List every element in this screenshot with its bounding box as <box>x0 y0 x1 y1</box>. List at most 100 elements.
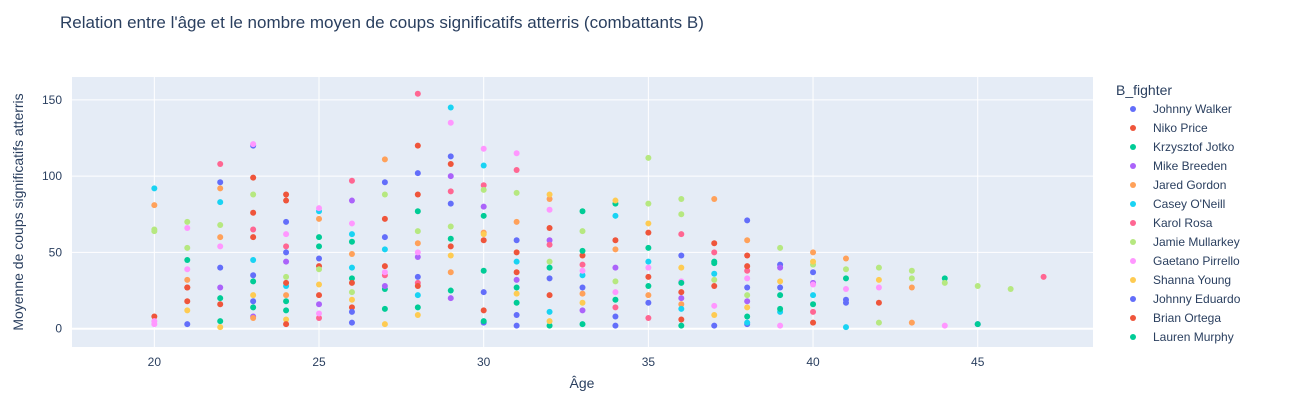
data-point[interactable] <box>546 206 553 213</box>
data-point[interactable] <box>480 231 487 238</box>
data-point[interactable] <box>250 209 257 216</box>
legend-item[interactable]: Mike Breeden <box>1130 159 1227 173</box>
data-point[interactable] <box>645 200 652 207</box>
data-point[interactable] <box>579 261 586 268</box>
data-point[interactable] <box>480 212 487 219</box>
data-point[interactable] <box>513 276 520 283</box>
data-point[interactable] <box>250 191 257 198</box>
data-point[interactable] <box>151 313 158 320</box>
data-point[interactable] <box>777 244 784 251</box>
data-point[interactable] <box>316 215 323 222</box>
data-point[interactable] <box>316 315 323 322</box>
data-point[interactable] <box>777 305 784 312</box>
data-point[interactable] <box>184 225 191 232</box>
data-point[interactable] <box>316 301 323 308</box>
data-point[interactable] <box>513 290 520 297</box>
data-point[interactable] <box>744 298 751 305</box>
data-point[interactable] <box>546 241 553 248</box>
legend[interactable]: Johnny Walker Niko Price Krzysztof Jotko Mi… <box>1130 102 1241 344</box>
data-point[interactable] <box>283 298 290 305</box>
data-point[interactable] <box>447 153 454 160</box>
data-point[interactable] <box>678 289 685 296</box>
data-point[interactable] <box>250 226 257 233</box>
data-point[interactable] <box>645 244 652 251</box>
data-point[interactable] <box>250 278 257 285</box>
data-point[interactable] <box>348 279 355 286</box>
data-point[interactable] <box>546 322 553 329</box>
data-point[interactable] <box>414 170 421 177</box>
data-point[interactable] <box>184 284 191 291</box>
legend-item[interactable]: Niko Price <box>1130 121 1208 135</box>
data-point[interactable] <box>414 273 421 280</box>
data-point[interactable] <box>908 319 915 326</box>
data-point[interactable] <box>184 244 191 251</box>
data-point[interactable] <box>612 197 619 204</box>
data-point[interactable] <box>645 299 652 306</box>
data-point[interactable] <box>1040 273 1047 280</box>
data-point[interactable] <box>250 141 257 148</box>
data-point[interactable] <box>316 310 323 317</box>
data-point[interactable] <box>447 173 454 180</box>
data-point[interactable] <box>1007 286 1014 293</box>
data-point[interactable] <box>283 249 290 256</box>
data-point[interactable] <box>184 307 191 314</box>
data-point[interactable] <box>711 276 718 283</box>
data-point[interactable] <box>777 284 784 291</box>
data-point[interactable] <box>348 177 355 184</box>
data-point[interactable] <box>513 284 520 291</box>
data-point[interactable] <box>842 275 849 282</box>
data-point[interactable] <box>744 313 751 320</box>
data-point[interactable] <box>381 263 388 270</box>
data-point[interactable] <box>283 243 290 250</box>
data-point[interactable] <box>348 264 355 271</box>
data-point[interactable] <box>348 220 355 227</box>
data-point[interactable] <box>612 296 619 303</box>
data-point[interactable] <box>480 307 487 314</box>
data-point[interactable] <box>283 316 290 323</box>
data-point[interactable] <box>348 289 355 296</box>
data-point[interactable] <box>842 266 849 273</box>
data-point[interactable] <box>414 90 421 97</box>
data-point[interactable] <box>250 298 257 305</box>
data-point[interactable] <box>447 243 454 250</box>
data-point[interactable] <box>316 255 323 262</box>
data-point[interactable] <box>381 305 388 312</box>
data-point[interactable] <box>316 243 323 250</box>
data-point[interactable] <box>217 199 224 206</box>
data-point[interactable] <box>810 269 817 276</box>
data-point[interactable] <box>612 322 619 329</box>
data-point[interactable] <box>414 282 421 289</box>
data-point[interactable] <box>283 321 290 328</box>
data-point[interactable] <box>348 275 355 282</box>
data-point[interactable] <box>974 321 981 328</box>
data-point[interactable] <box>810 258 817 265</box>
data-point[interactable] <box>908 275 915 282</box>
data-point[interactable] <box>612 212 619 219</box>
data-point[interactable] <box>283 218 290 225</box>
data-point[interactable] <box>612 237 619 244</box>
data-point[interactable] <box>908 284 915 291</box>
data-point[interactable] <box>941 279 948 286</box>
data-point[interactable] <box>513 237 520 244</box>
data-point[interactable] <box>875 299 882 306</box>
data-point[interactable] <box>546 275 553 282</box>
data-point[interactable] <box>810 249 817 256</box>
data-point[interactable] <box>744 217 751 224</box>
data-point[interactable] <box>480 203 487 210</box>
data-point[interactable] <box>217 221 224 228</box>
data-point[interactable] <box>151 185 158 192</box>
data-point[interactable] <box>546 196 553 203</box>
data-point[interactable] <box>381 234 388 241</box>
data-point[interactable] <box>513 167 520 174</box>
data-point[interactable] <box>480 182 487 189</box>
data-point[interactable] <box>381 191 388 198</box>
legend-item[interactable]: Jamie Mullarkey <box>1130 235 1240 249</box>
data-point[interactable] <box>711 249 718 256</box>
data-point[interactable] <box>381 246 388 253</box>
data-point[interactable] <box>447 287 454 294</box>
data-point[interactable] <box>316 281 323 288</box>
legend-item[interactable]: Casey O'Neill <box>1130 197 1225 211</box>
data-point[interactable] <box>974 282 981 289</box>
data-point[interactable] <box>217 179 224 186</box>
legend-item[interactable]: Johnny Walker <box>1130 102 1232 116</box>
